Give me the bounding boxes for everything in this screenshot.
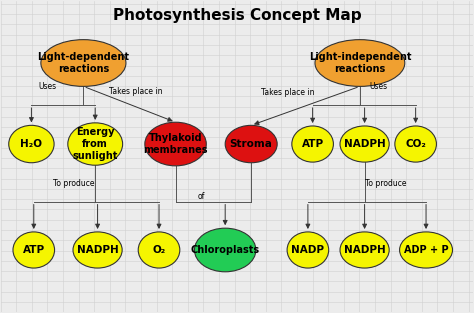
Text: Uses: Uses <box>38 82 56 91</box>
Text: NADPH: NADPH <box>344 245 385 255</box>
Ellipse shape <box>194 228 256 272</box>
Ellipse shape <box>315 40 405 86</box>
Ellipse shape <box>340 232 389 268</box>
Ellipse shape <box>225 125 277 163</box>
Text: Light-independent
reactions: Light-independent reactions <box>309 52 411 74</box>
Text: CO₂: CO₂ <box>405 139 426 149</box>
Ellipse shape <box>400 232 453 268</box>
Text: To produce: To produce <box>365 179 407 188</box>
Ellipse shape <box>292 126 333 162</box>
Ellipse shape <box>73 232 122 268</box>
Text: Thylakoid
membranes: Thylakoid membranes <box>143 133 208 155</box>
Text: To produce: To produce <box>53 179 95 188</box>
Ellipse shape <box>145 122 206 166</box>
Ellipse shape <box>9 125 54 163</box>
Ellipse shape <box>395 126 437 162</box>
Text: Uses: Uses <box>370 82 388 91</box>
Text: NADPH: NADPH <box>344 139 385 149</box>
Text: Energy
from
sunlight: Energy from sunlight <box>73 127 118 161</box>
Ellipse shape <box>68 123 123 165</box>
Ellipse shape <box>13 232 55 268</box>
Text: Takes place in: Takes place in <box>109 87 162 96</box>
Ellipse shape <box>41 40 126 86</box>
Ellipse shape <box>138 232 180 268</box>
Text: H₂O: H₂O <box>20 139 42 149</box>
Text: NADP: NADP <box>292 245 324 255</box>
Ellipse shape <box>340 126 389 162</box>
Ellipse shape <box>287 232 328 268</box>
Text: O₂: O₂ <box>153 245 165 255</box>
Text: Light-dependent
reactions: Light-dependent reactions <box>37 52 129 74</box>
Text: Takes place in: Takes place in <box>261 88 315 97</box>
Text: of: of <box>198 192 205 201</box>
Text: Chloroplasts: Chloroplasts <box>191 245 260 255</box>
Text: Stroma: Stroma <box>230 139 273 149</box>
Text: NADPH: NADPH <box>77 245 118 255</box>
Text: ADP + P: ADP + P <box>404 245 448 255</box>
Text: ATP: ATP <box>23 245 45 255</box>
Text: Photosynthesis Concept Map: Photosynthesis Concept Map <box>113 8 361 23</box>
Text: ATP: ATP <box>301 139 324 149</box>
